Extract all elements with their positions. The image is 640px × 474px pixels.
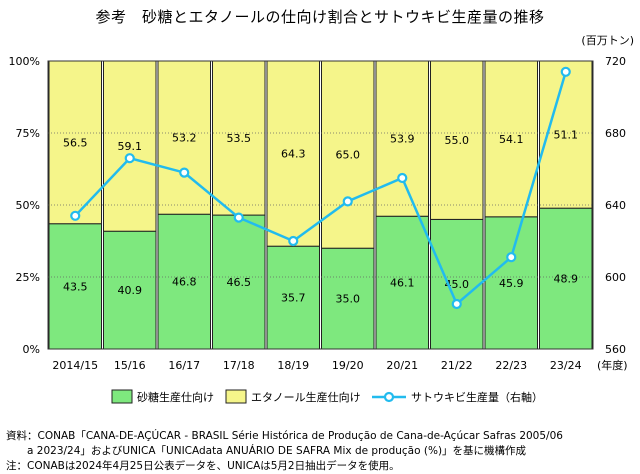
ethanol-data-label: 53.2 (172, 132, 197, 145)
y-right-tick-label: 680 (605, 127, 626, 140)
ethanol-data-label: 56.5 (63, 136, 88, 149)
x-tick-label: 17/18 (223, 359, 255, 372)
sugar-data-label: 48.9 (554, 273, 579, 286)
y-right-tick-label: 560 (605, 343, 626, 356)
y-left-tick-label: 100% (9, 55, 40, 68)
x-tick-label: 23/24 (550, 359, 582, 372)
line-point (288, 235, 299, 247)
ethanol-data-label: 51.1 (554, 129, 579, 142)
x-tick-label: 15/16 (114, 359, 146, 372)
bar-ethanol (321, 60, 375, 249)
y-right-tick-label: 720 (605, 55, 626, 68)
bar-sugar (266, 245, 320, 350)
legend-swatch-ethanol (225, 389, 247, 404)
y-right-tick-label: 640 (605, 199, 626, 212)
ethanol-data-label: 53.9 (390, 133, 415, 146)
ethanol-data-label: 54.1 (499, 133, 524, 146)
y-left-tick-label: 50% (16, 199, 40, 212)
bar-sugar (484, 216, 538, 350)
x-tick-label: 22/23 (495, 359, 527, 372)
sugar-data-label: 35.0 (336, 293, 361, 306)
legend-swatch-sugar (111, 389, 133, 404)
x-tick-label: 20/21 (386, 359, 418, 372)
ethanol-data-label: 55.0 (445, 134, 470, 147)
line-sugarcane (74, 71, 567, 307)
line-point (179, 167, 190, 178)
bar-ethanol (212, 60, 266, 216)
line-point (397, 172, 408, 184)
bar-sugar (430, 218, 484, 350)
line-point (342, 196, 353, 207)
x-tick-label: 19/20 (332, 359, 364, 372)
line-point (124, 153, 135, 164)
bar-ethanol (266, 60, 320, 247)
bar-sugar (321, 247, 375, 350)
x-tick-label: 16/17 (168, 359, 200, 372)
ethanol-data-label: 65.0 (336, 149, 361, 162)
line-point (506, 252, 517, 263)
bar-sugar (375, 215, 429, 350)
note-line: 注：CONABは2024年4月25日公表データを、UNICAは5月2日抽出データ… (6, 460, 400, 472)
line-point (451, 298, 462, 310)
plot-frame (47, 60, 594, 350)
x-tick-label: 21/22 (441, 359, 473, 372)
line-point (560, 66, 571, 77)
sugar-data-label: 45.9 (499, 277, 524, 290)
sugar-data-label: 35.7 (281, 292, 306, 305)
y-right-unit: (百万トン) (581, 34, 634, 47)
y-left-tick-label: 25% (16, 271, 40, 284)
bar-ethanol (103, 60, 157, 232)
sugar-data-label: 46.8 (172, 276, 197, 289)
bar-ethanol (157, 60, 211, 215)
sugar-data-label: 43.5 (63, 280, 88, 293)
sugar-data-label: 46.5 (227, 276, 252, 289)
ethanol-data-label: 64.3 (281, 148, 306, 161)
source-line-2: a 2023/24」およびUNICA「UNICAdata ANUÁRIO DE … (6, 445, 527, 457)
bar-sugar (212, 214, 266, 350)
source-line-1: 資料：CONAB「CANA-DE-AÇÚCAR - BRASIL Série H… (6, 430, 563, 442)
legend-label-sugarcane: サトウキビ生産量（右軸） (411, 390, 543, 404)
bar-sugar (103, 230, 157, 350)
y-left-tick-label: 0% (23, 343, 40, 356)
legend-label-ethanol: エタノール生産仕向け (251, 390, 361, 404)
line-point (233, 212, 244, 223)
bar-ethanol (375, 60, 429, 217)
legend-swatch-sugarcane-marker (383, 391, 395, 403)
y-right-tick-label: 600 (605, 271, 626, 284)
sugar-data-label: 46.1 (390, 277, 415, 290)
bar-sugar (48, 223, 102, 350)
x-tick-label: 18/19 (277, 359, 309, 372)
sugar-data-label: 40.9 (118, 284, 143, 297)
line-point (70, 210, 81, 221)
ethanol-data-label: 53.5 (227, 132, 252, 145)
x-unit: (年度) (597, 358, 628, 372)
bar-ethanol (484, 60, 538, 218)
chart-title: 参考 砂糖とエタノールの仕向け割合とサトウキビ生産量の推移 (95, 8, 545, 26)
legend-label-sugar: 砂糖生産仕向け (137, 390, 214, 404)
y-left-tick-label: 75% (16, 127, 40, 140)
bar-ethanol (430, 60, 484, 220)
ethanol-data-label: 59.1 (118, 140, 143, 153)
x-tick-label: 2014/15 (52, 359, 98, 372)
